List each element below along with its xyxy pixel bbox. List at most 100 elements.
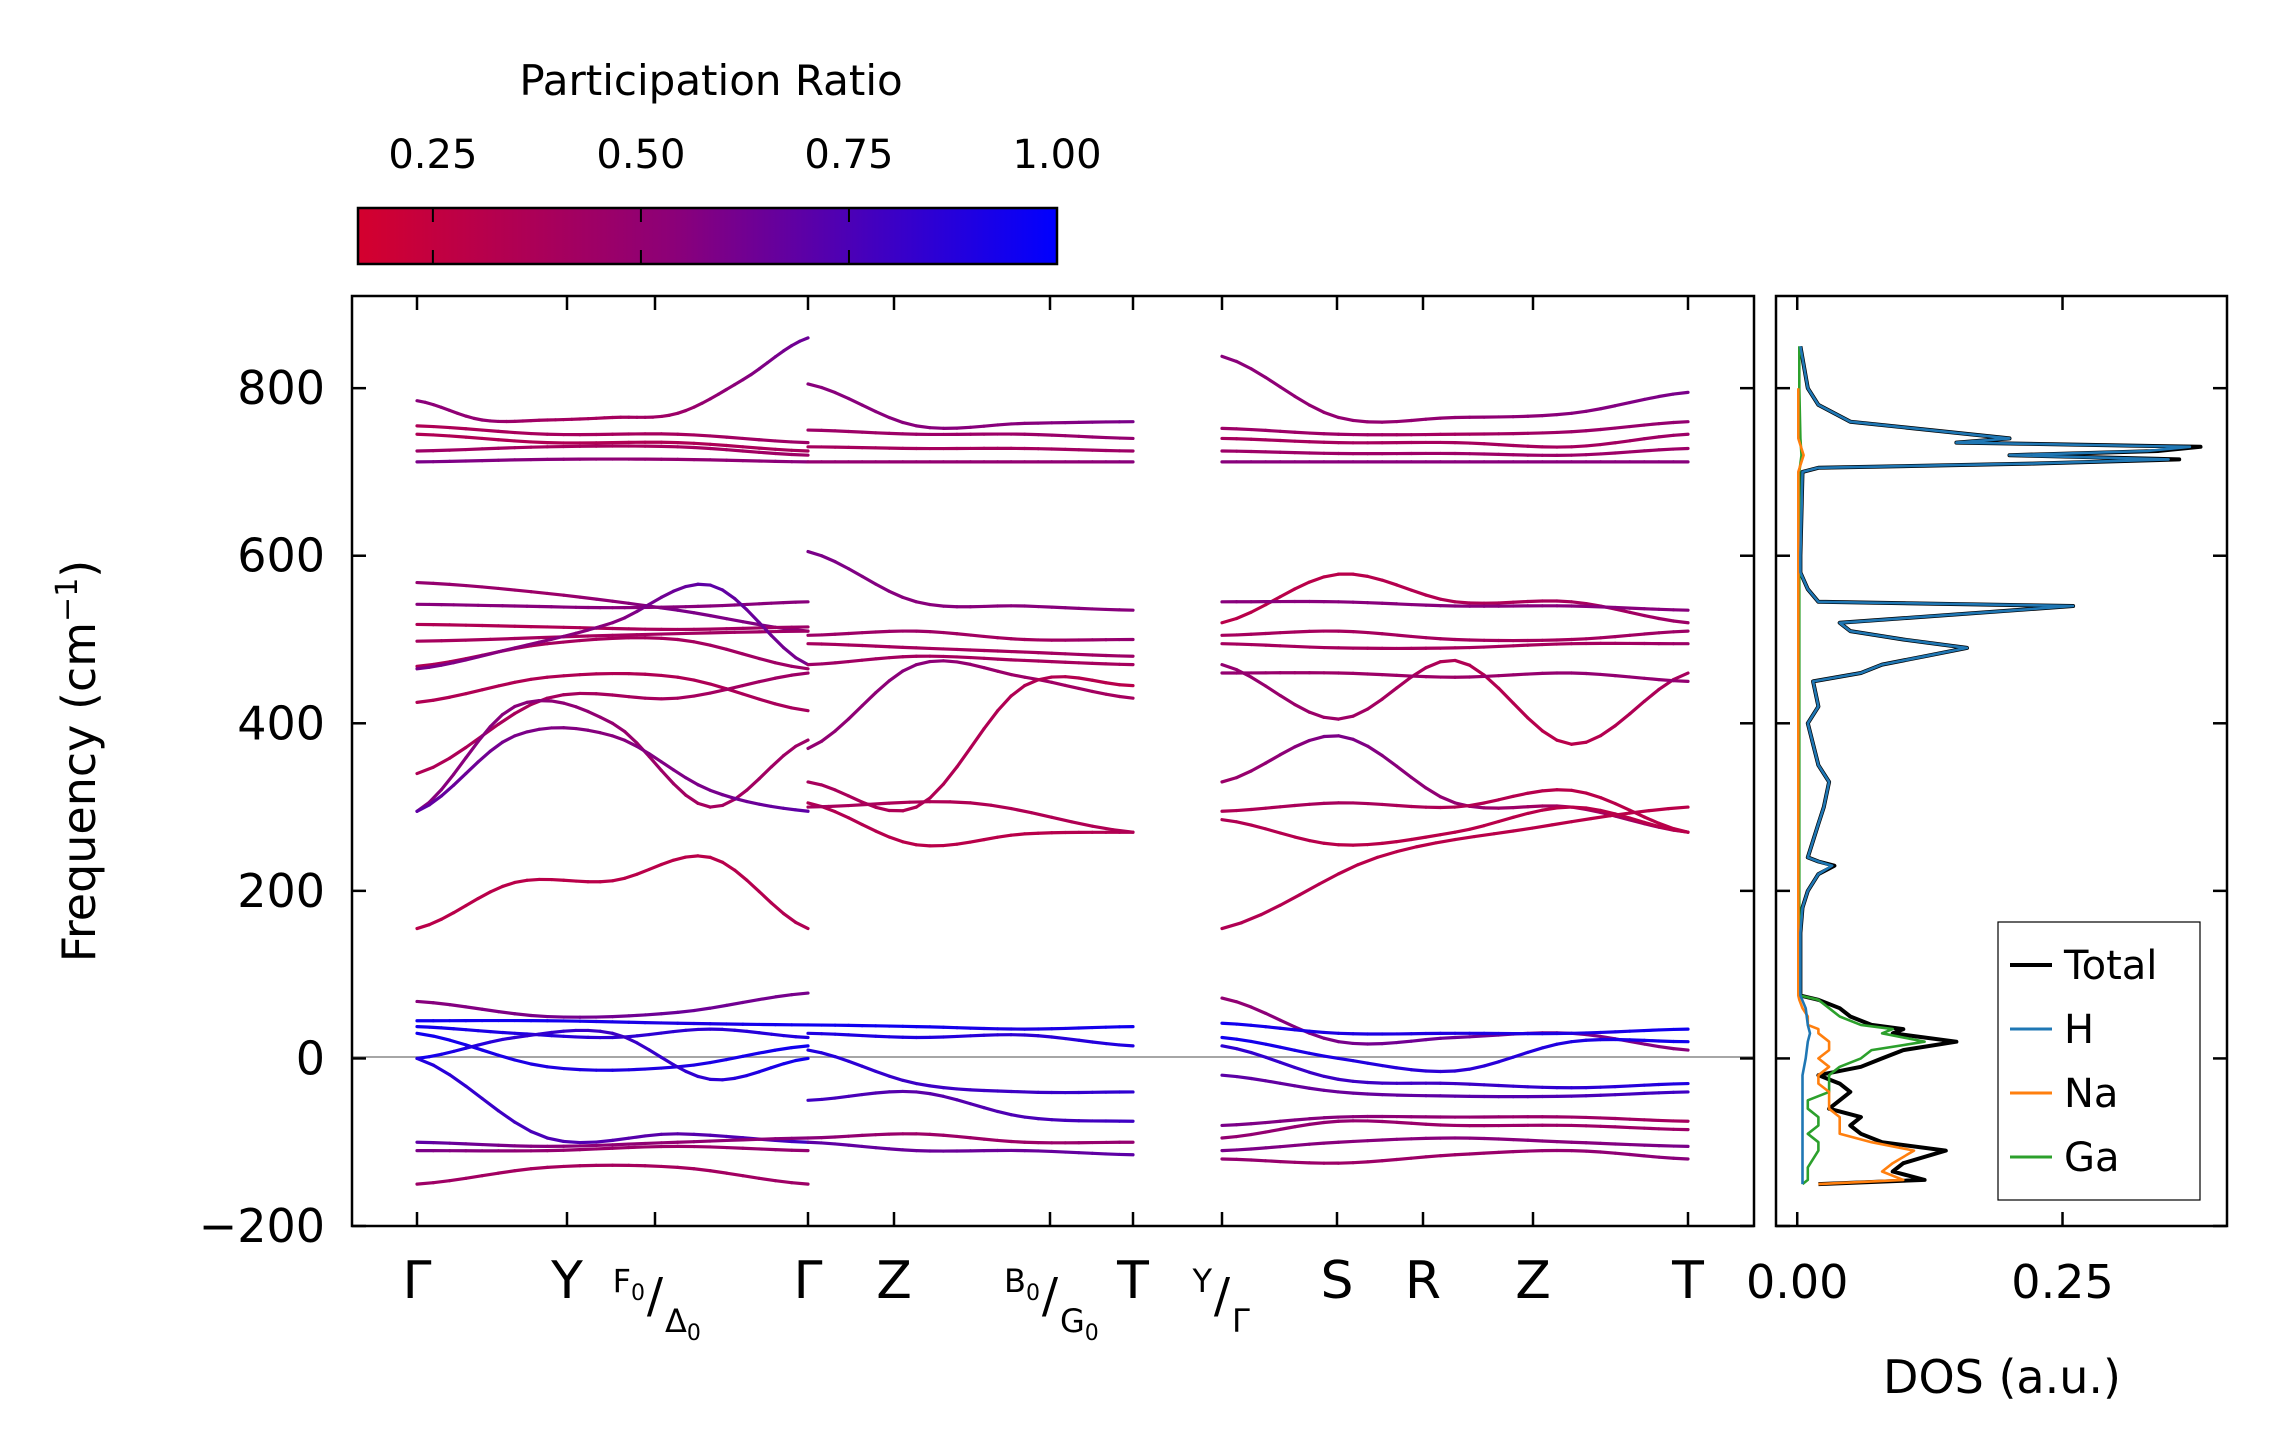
band-segment-1: [1063, 606, 1081, 610]
band-segment-2: [1293, 1142, 1311, 1148]
band-segment-1: [833, 1032, 851, 1037]
band-segment-2: [1264, 1011, 1282, 1022]
colorbar-title: Participation Ratio: [519, 56, 902, 105]
band-segment-0: [692, 640, 712, 647]
band-segment-1: [1063, 1150, 1081, 1155]
band-segment-0: [635, 867, 651, 876]
band-segment-0: [598, 731, 615, 738]
band-segment-1: [833, 642, 851, 647]
band-segment-0: [574, 726, 590, 732]
legend-label-h: H: [2064, 1007, 2094, 1053]
band-segment-2: [1380, 1137, 1399, 1142]
band-segment-2: [1278, 1026, 1297, 1032]
band-segment-1: [1023, 1033, 1040, 1038]
band-segment-2: [1336, 714, 1355, 721]
band-segment-2: [1642, 1118, 1661, 1123]
band-segment-1: [887, 835, 905, 844]
k-point-label: Z: [876, 1251, 912, 1311]
band-segment-0: [773, 993, 794, 999]
band-segment-1: [1050, 1118, 1067, 1122]
band-segment-0: [537, 637, 554, 644]
band-segment-1: [847, 631, 864, 636]
band-segment-1: [1050, 1149, 1067, 1154]
band-segment-1: [955, 1098, 973, 1106]
band-segment-0: [749, 367, 761, 377]
band-segment-0: [464, 896, 480, 908]
band-segment-0: [447, 1038, 468, 1047]
band-segment-2: [1497, 806, 1515, 810]
band-segment-2: [1453, 803, 1472, 809]
band-segment-1: [901, 663, 918, 673]
band-segment-2: [1453, 600, 1472, 605]
band-segment-2: [1249, 806, 1268, 812]
band-segment-0: [671, 1063, 688, 1073]
band-segment-0: [488, 636, 517, 641]
band-segment-0: [684, 776, 700, 787]
band-segment-2: [1671, 1156, 1690, 1161]
band-segment-2: [1220, 1123, 1239, 1128]
band-segment-1: [806, 780, 824, 787]
band-segment-0: [610, 1142, 631, 1147]
band-segment-2: [1293, 439, 1311, 444]
band-segment-0: [610, 616, 627, 625]
band-segment-2: [1220, 1044, 1239, 1051]
band-segment-1: [847, 794, 864, 804]
band-segment-2: [1395, 1066, 1413, 1072]
band-segment-0: [562, 1164, 582, 1169]
band-segment-2: [1395, 1120, 1413, 1125]
band-segment-0: [769, 901, 786, 916]
band-segment-0: [733, 596, 749, 612]
band-segment-1: [995, 649, 1013, 654]
band-segment-2: [1555, 430, 1574, 435]
k-point-label: S: [1320, 1251, 1353, 1311]
band-segment-0: [586, 728, 602, 735]
band-segment-0: [684, 1027, 700, 1032]
band-segment-1: [1009, 658, 1027, 663]
band-segment-2: [1264, 643, 1282, 648]
band-segment-0: [545, 591, 566, 597]
band-segment-2: [1264, 1127, 1282, 1134]
band-segment-2: [1628, 423, 1646, 429]
band-segment-0: [452, 658, 468, 665]
band-segment-0: [627, 1145, 647, 1150]
band-segment-0: [696, 1074, 712, 1081]
band-segment-2: [1234, 1122, 1253, 1127]
band-segment-2: [1511, 791, 1530, 798]
band-lines: [415, 336, 1690, 1186]
band-segment-2: [1220, 616, 1239, 625]
band-segment-1: [995, 669, 1013, 677]
band-segment-2: [1642, 422, 1661, 427]
band-segment-0: [439, 661, 456, 667]
band-segment-2: [1569, 1140, 1588, 1145]
band-segment-2: [1511, 599, 1530, 604]
band-segment-2: [1264, 1025, 1282, 1030]
band-segment-1: [982, 666, 1000, 673]
band-segment-0: [794, 1056, 810, 1063]
band-segment-2: [1540, 430, 1559, 435]
band-segment-2: [1234, 807, 1253, 813]
band-segment-2: [1453, 1067, 1472, 1073]
band-segment-1: [1077, 652, 1094, 657]
band-segment-0: [794, 738, 810, 748]
band-segment-0: [659, 1055, 676, 1067]
band-segment-2: [1234, 427, 1253, 432]
band-segment-1: [941, 630, 959, 636]
band-segment-2: [1511, 1050, 1530, 1059]
legend-label-total: Total: [2063, 943, 2157, 989]
band-segment-2: [1613, 1125, 1632, 1130]
band-segment-2: [1467, 674, 1486, 679]
band-segment-0: [549, 877, 566, 882]
band-segment-0: [562, 691, 582, 697]
band-segment-2: [1569, 1148, 1588, 1153]
k-point-label: T: [1671, 1251, 1704, 1311]
band-segment-2: [1293, 835, 1311, 843]
band-segment-0: [659, 858, 676, 867]
band-segment-1: [806, 739, 824, 751]
band-segment-1: [914, 843, 932, 848]
band-segment-2: [1569, 788, 1588, 795]
band-segment-0: [415, 432, 435, 437]
band-segment-2: [1671, 446, 1690, 451]
band-segment-2: [1584, 1038, 1603, 1042]
band-segment-1: [914, 600, 932, 607]
band-segment-2: [1249, 642, 1268, 647]
